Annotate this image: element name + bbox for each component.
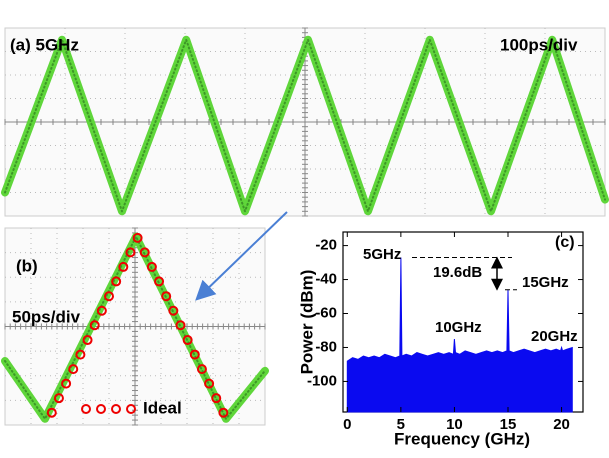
annotation: 5GHz [363,246,401,263]
panel-c-label: (c) [555,234,575,251]
panel-a-label: (a) 5GHz [10,35,79,54]
x-tick-label: 20 [553,416,570,433]
annotation: 20GHz [531,328,578,345]
y-tick-label: -60 [315,304,337,321]
y-axis-title: Power (dBm) [297,270,316,375]
annotation: 19.6dB [433,264,482,281]
panel-a-timebase: 100ps/div [500,35,578,54]
annotation: 15GHz [522,274,569,291]
x-tick-label: 0 [343,416,351,433]
y-tick-label: -80 [315,338,337,355]
legend-label: Ideal [143,398,182,417]
y-tick-label: -40 [315,271,337,288]
annotation: 10GHz [435,319,482,336]
panel-b-timebase: 50ps/div [12,307,81,326]
x-axis-title: Frequency (GHz) [394,429,530,448]
figure: (a) 5GHz 100ps/div (b) 50ps/div Ideal -2… [0,0,609,453]
panel-b-label: (b) [16,256,38,275]
y-tick-label: -20 [315,237,337,254]
